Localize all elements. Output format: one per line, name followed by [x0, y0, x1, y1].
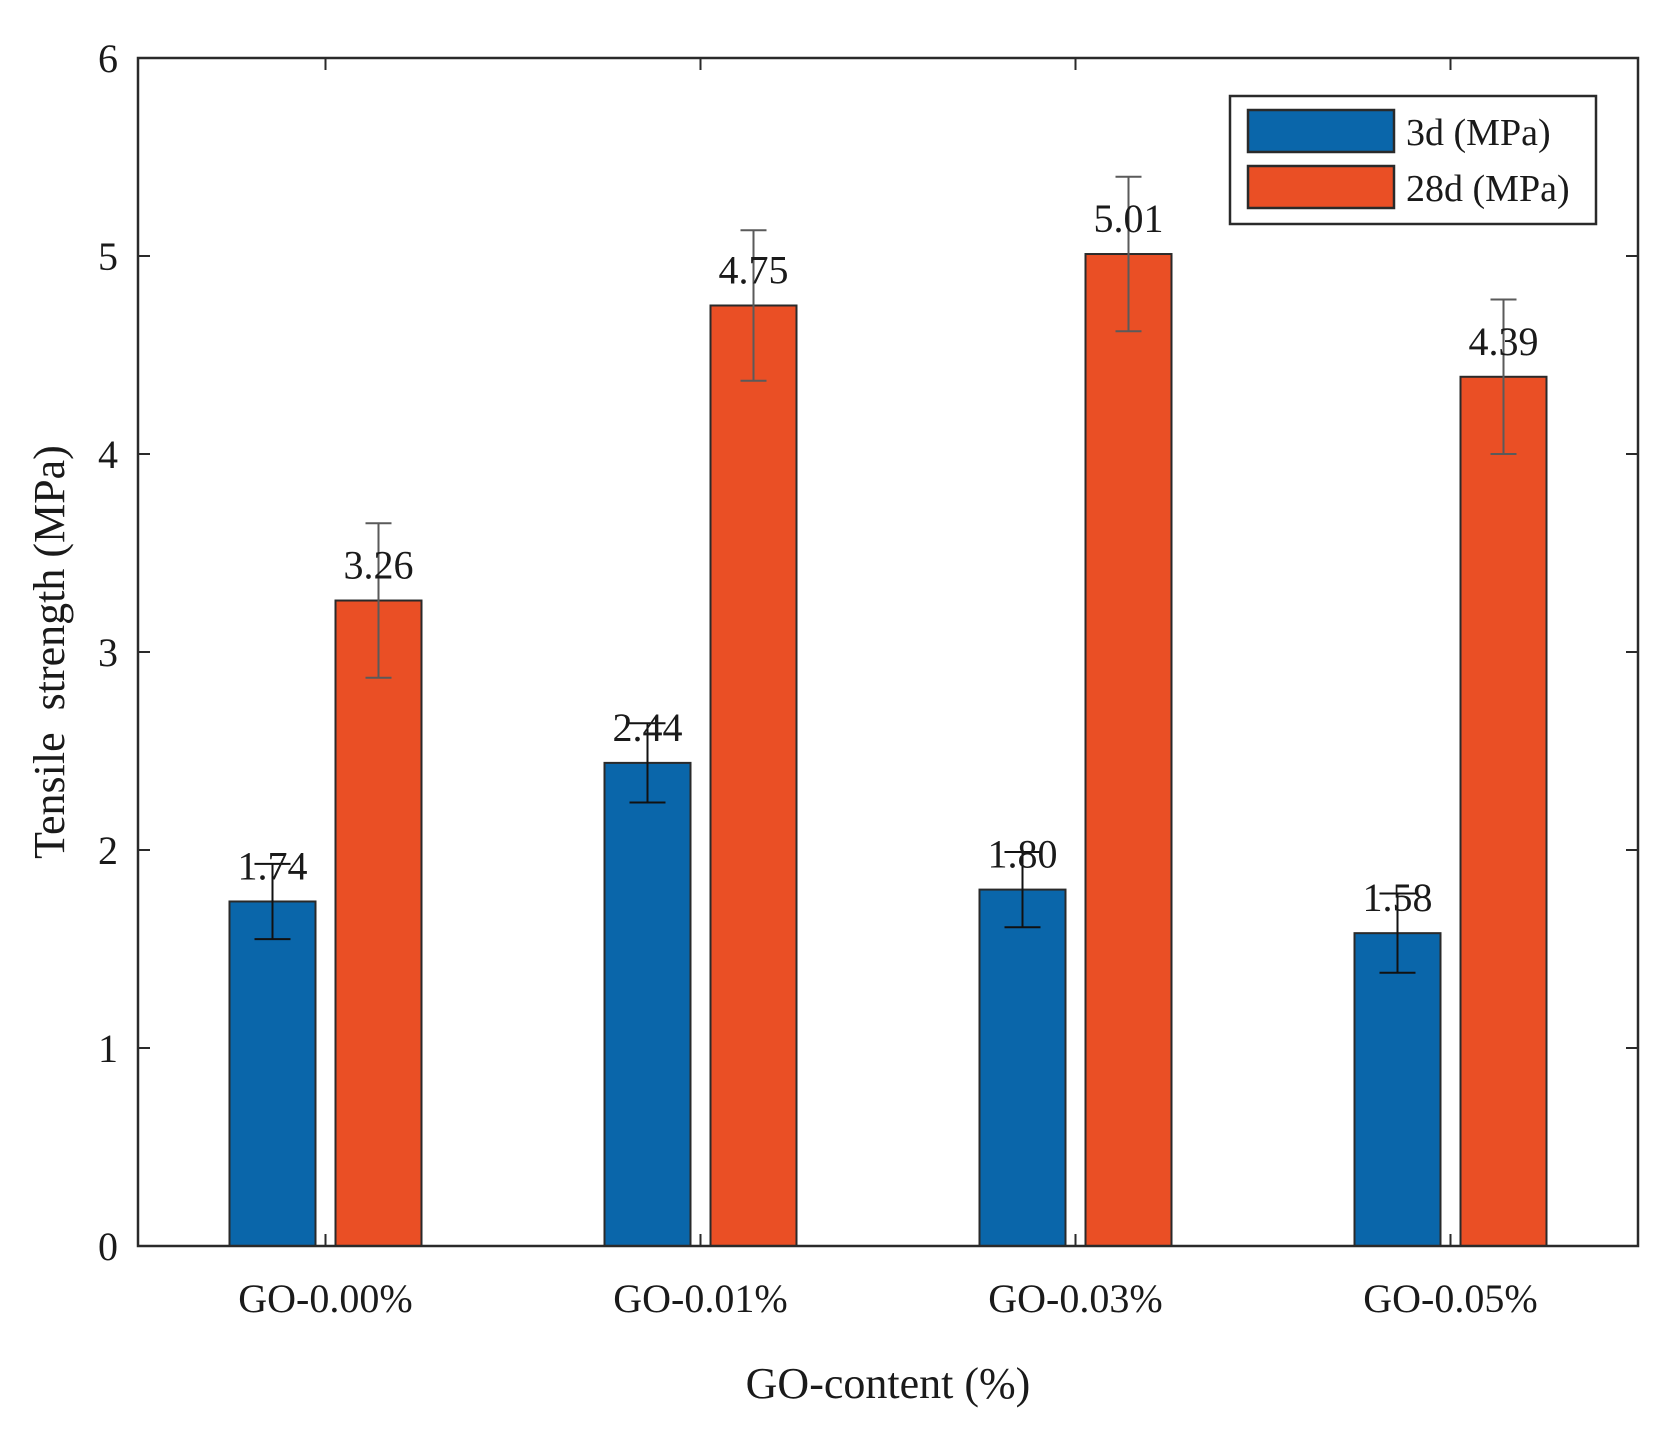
- data-label-3d-1: 2.44: [613, 705, 683, 750]
- y-tick-label-0: 0: [98, 1224, 118, 1269]
- bar-28d-2: [1084, 253, 1173, 1247]
- data-label-28d-0: 3.26: [344, 543, 414, 588]
- y-tick-label-2: 2: [98, 828, 118, 873]
- data-label-3d-0: 1.74: [238, 843, 308, 888]
- x-axis-title: GO-content (%): [746, 1359, 1031, 1408]
- bar-28d-1: [709, 304, 798, 1247]
- error-bar-3d-1: [629, 722, 666, 804]
- error-bar-28d-2: [1115, 175, 1142, 333]
- axes-layer: 0 1 2 3 4 5 6 GO-0.00% GO-0.01% GO-0.03% GO-0.05%: [98, 36, 1640, 1321]
- error-bars-layer: [254, 175, 1517, 974]
- x-tick-label-0: GO-0.00%: [238, 1276, 412, 1321]
- legend-label-3d: 3d (MPa): [1406, 112, 1551, 154]
- data-label-3d-3: 1.58: [1363, 875, 1433, 920]
- legend-swatch-3d: [1246, 108, 1396, 154]
- data-label-28d-3: 4.39: [1469, 319, 1539, 364]
- data-labels-layer: 1.74 3.26 2.44 4.75 1.80 5.01 1.58 4.39: [238, 196, 1539, 920]
- y-tick-label-3: 3: [98, 630, 118, 675]
- y-tick-label-5: 5: [98, 234, 118, 279]
- error-bar-3d-0: [254, 862, 291, 941]
- bar-3d-0: [228, 900, 317, 1247]
- error-bar-3d-3: [1379, 892, 1416, 974]
- error-bar-28d-0: [365, 522, 392, 679]
- error-bar-28d-3: [1490, 298, 1517, 455]
- y-tick-label-6: 6: [98, 36, 118, 81]
- x-tick-label-3: GO-0.05%: [1363, 1276, 1537, 1321]
- bar-3d-2: [978, 888, 1067, 1247]
- x-tick-label-2: GO-0.03%: [988, 1276, 1162, 1321]
- x-tick-label-1: GO-0.01%: [613, 1276, 787, 1321]
- y-tick-label-4: 4: [98, 432, 118, 477]
- data-label-28d-2: 5.01: [1094, 196, 1164, 241]
- y-axis-title: Tensile strength (MPa): [25, 445, 74, 859]
- data-label-3d-2: 1.80: [988, 832, 1058, 877]
- error-bar-28d-1: [740, 229, 767, 382]
- legend-label-28d: 28d (MPa): [1406, 168, 1570, 210]
- bar-3d-3: [1353, 932, 1442, 1247]
- bar-3d-1: [603, 761, 692, 1247]
- y-tick-label-1: 1: [98, 1026, 118, 1071]
- error-bar-3d-2: [1004, 850, 1041, 929]
- legend-swatch-28d: [1246, 164, 1396, 210]
- data-label-28d-1: 4.75: [719, 248, 789, 293]
- legend: 3d (MPa) 28d (MPa): [1228, 94, 1598, 226]
- bar-28d-0: [334, 599, 423, 1247]
- bar-28d-3: [1459, 375, 1548, 1247]
- bars-layer: [228, 253, 1548, 1247]
